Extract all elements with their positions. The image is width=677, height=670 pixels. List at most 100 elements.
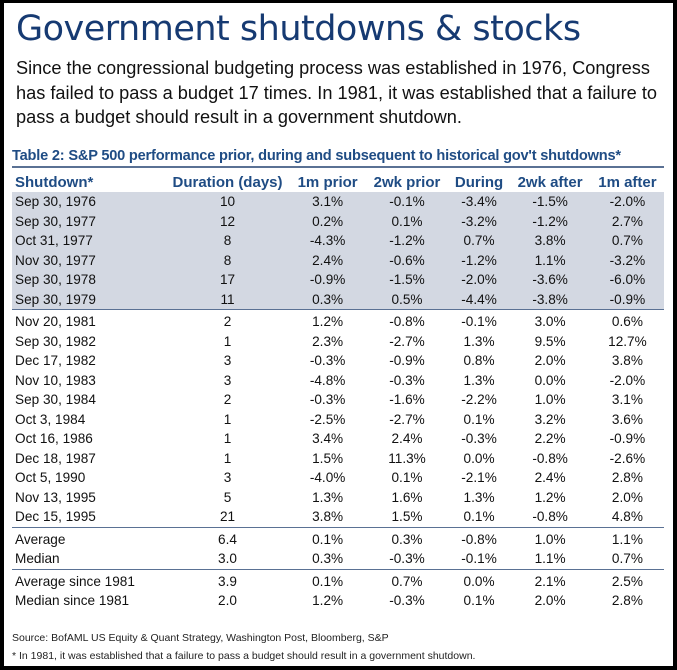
cell-2wk-prior: -1.6%: [389, 392, 425, 408]
cell-2wk-prior: 11.3%: [388, 450, 426, 466]
cell-during: 0.8%: [463, 353, 495, 369]
table-row: Sep 30, 1978 17 -0.9% -1.5% -2.0% -3.6% -6.0%: [12, 270, 664, 290]
cell-1m-prior: 1.2%: [312, 314, 344, 330]
table-row: Nov 30, 1977 8 2.4% -0.6% -1.2% 1.1% -3.2%: [12, 250, 664, 270]
column-header-duration: Duration (days): [172, 173, 283, 191]
cell-1m-prior: 3.1%: [290, 192, 366, 212]
table-row: Sep 30, 1982 1 2.3% -2.7% 1.3% 9.5% 12.7%: [12, 332, 664, 352]
cell-shutdown: Oct 3, 1984: [15, 411, 86, 427]
cell-shutdown: Sep 30, 1982: [15, 333, 96, 349]
cell-2wk-prior: 0.1%: [365, 211, 449, 231]
cell-2wk-prior: -0.3%: [389, 372, 425, 388]
cell-1m-after: 3.6%: [611, 411, 643, 427]
cell-shutdown: Sep 30, 1979: [12, 289, 165, 310]
cell-duration: 6.4: [218, 531, 237, 547]
cell-2wk-after: 1.1%: [509, 549, 591, 570]
cell-2wk-prior: -0.8%: [389, 314, 425, 330]
cell-2wk-after: 0.0%: [534, 372, 566, 388]
cell-2wk-prior: -0.9%: [389, 353, 425, 369]
cell-1m-after: -6.0%: [590, 270, 664, 290]
cell-shutdown: Sep 30, 1977: [12, 211, 165, 231]
cell-1m-after: 2.0%: [611, 489, 643, 505]
cell-during: 0.1%: [463, 593, 495, 609]
cell-during: -0.3%: [461, 431, 497, 447]
table-row: Median 3.0 0.3% -0.3% -0.1% 1.1% 0.7%: [12, 549, 664, 570]
cell-2wk-prior: 1.5%: [365, 507, 449, 528]
table-row: Oct 31, 1977 8 -4.3% -1.2% 0.7% 3.8% 0.7%: [12, 231, 664, 251]
table-row: Oct 5, 1990 3 -4.0% 0.1% -2.1% 2.4% 2.8%: [12, 468, 664, 488]
table-title: Table 2: S&P 500 performance prior, duri…: [12, 148, 664, 168]
cell-2wk-after: 1.0%: [534, 531, 566, 547]
cell-2wk-after: -3.8%: [509, 289, 591, 310]
cell-1m-after: -2.0%: [590, 192, 664, 212]
cell-duration: 2: [223, 314, 232, 330]
cell-during: 1.3%: [463, 333, 495, 349]
cell-during: 0.7%: [448, 231, 510, 251]
cell-2wk-prior: 0.5%: [365, 289, 449, 310]
cell-2wk-prior: -2.7%: [389, 333, 425, 349]
cell-duration: 3.9: [218, 573, 237, 589]
cell-duration: 2: [223, 392, 232, 408]
column-header-1m-prior: 1m prior: [297, 173, 358, 191]
cell-1m-prior: 2.4%: [290, 250, 366, 270]
cell-during: -2.1%: [461, 470, 497, 486]
cell-duration: 1: [223, 333, 232, 349]
cell-shutdown: Average since 1981: [15, 573, 135, 589]
cell-duration: 8: [165, 250, 290, 270]
cell-during: -2.2%: [461, 392, 497, 408]
cell-2wk-prior: 2.4%: [391, 431, 423, 447]
cell-1m-prior: -2.5%: [309, 411, 346, 427]
cell-during: -3.4%: [448, 192, 510, 212]
cell-shutdown: Nov 10, 1983: [15, 372, 96, 388]
cell-shutdown: Nov 20, 1981: [15, 314, 96, 330]
column-header-2wk-prior: 2wk prior: [373, 173, 441, 191]
cell-duration: 10: [165, 192, 290, 212]
cell-during: -1.2%: [448, 250, 510, 270]
table-row: Average since 1981 3.9 0.1% 0.7% 0.0% 2.1% 2.5…: [12, 569, 664, 591]
cell-1m-after: 12.7%: [608, 333, 647, 349]
intro-paragraph: Since the congressional budgeting proces…: [16, 58, 658, 127]
cell-1m-after: 3.8%: [611, 353, 643, 369]
cell-1m-prior: -4.0%: [309, 470, 346, 486]
table-row: Dec 15, 1995 21 3.8% 1.5% 0.1% -0.8% 4.8%: [12, 507, 664, 528]
cell-1m-after: 1.1%: [611, 531, 643, 547]
cell-1m-after: -3.2%: [590, 250, 664, 270]
cell-1m-prior: 3.4%: [312, 431, 344, 447]
cell-duration: 5: [223, 489, 232, 505]
cell-shutdown: Dec 18, 1987: [15, 450, 96, 466]
cell-duration: 3: [223, 353, 232, 369]
cell-during: 0.0%: [463, 450, 495, 466]
cell-1m-after: -0.9%: [590, 289, 664, 310]
cell-duration: 2.0: [218, 593, 237, 609]
cell-2wk-after: -0.8%: [509, 507, 591, 528]
cell-2wk-after: 3.8%: [509, 231, 591, 251]
cell-2wk-prior: -2.7%: [389, 411, 425, 427]
cell-2wk-after: 2.4%: [534, 470, 566, 486]
cell-2wk-prior: 0.1%: [391, 470, 423, 486]
cell-1m-prior: 0.3%: [290, 289, 366, 310]
cell-2wk-prior: -1.2%: [365, 231, 449, 251]
cell-shutdown: Oct 5, 1990: [15, 470, 86, 486]
table-row: Sep 30, 1984 2 -0.3% -1.6% -2.2% 1.0% 3.1%: [12, 390, 664, 410]
cell-2wk-prior: 1.6%: [391, 489, 423, 505]
source-note: Source: BofAML US Equity & Quant Strateg…: [12, 632, 389, 644]
cell-2wk-after: 2.0%: [534, 593, 566, 609]
cell-during: 0.0%: [463, 573, 495, 589]
cell-duration: 3: [223, 372, 232, 388]
cell-1m-after: 2.8%: [611, 470, 643, 486]
table-row: Oct 16, 1986 1 3.4% 2.4% -0.3% 2.2% -0.9%: [12, 429, 664, 449]
table-row: Nov 13, 1995 5 1.3% 1.6% 1.3% 1.2% 2.0%: [12, 488, 664, 508]
cell-duration: 17: [165, 270, 290, 290]
cell-1m-after: -2.6%: [609, 450, 646, 466]
cell-1m-prior: -0.3%: [309, 392, 346, 408]
cell-2wk-prior: -0.3%: [365, 549, 449, 570]
cell-shutdown: Dec 15, 1995: [12, 507, 165, 528]
table-row: Sep 30, 1977 12 0.2% 0.1% -3.2% -1.2% 2.7%: [12, 211, 664, 231]
cell-1m-prior: 0.2%: [290, 211, 366, 231]
cell-shutdown: Oct 16, 1986: [15, 431, 93, 447]
cell-2wk-after: 2.1%: [534, 573, 566, 589]
table-row: Oct 3, 1984 1 -2.5% -2.7% 0.1% 3.2% 3.6%: [12, 410, 664, 430]
cell-2wk-after: 1.2%: [534, 489, 566, 505]
cell-2wk-prior: -0.1%: [365, 192, 449, 212]
cell-duration: 11: [165, 289, 290, 310]
